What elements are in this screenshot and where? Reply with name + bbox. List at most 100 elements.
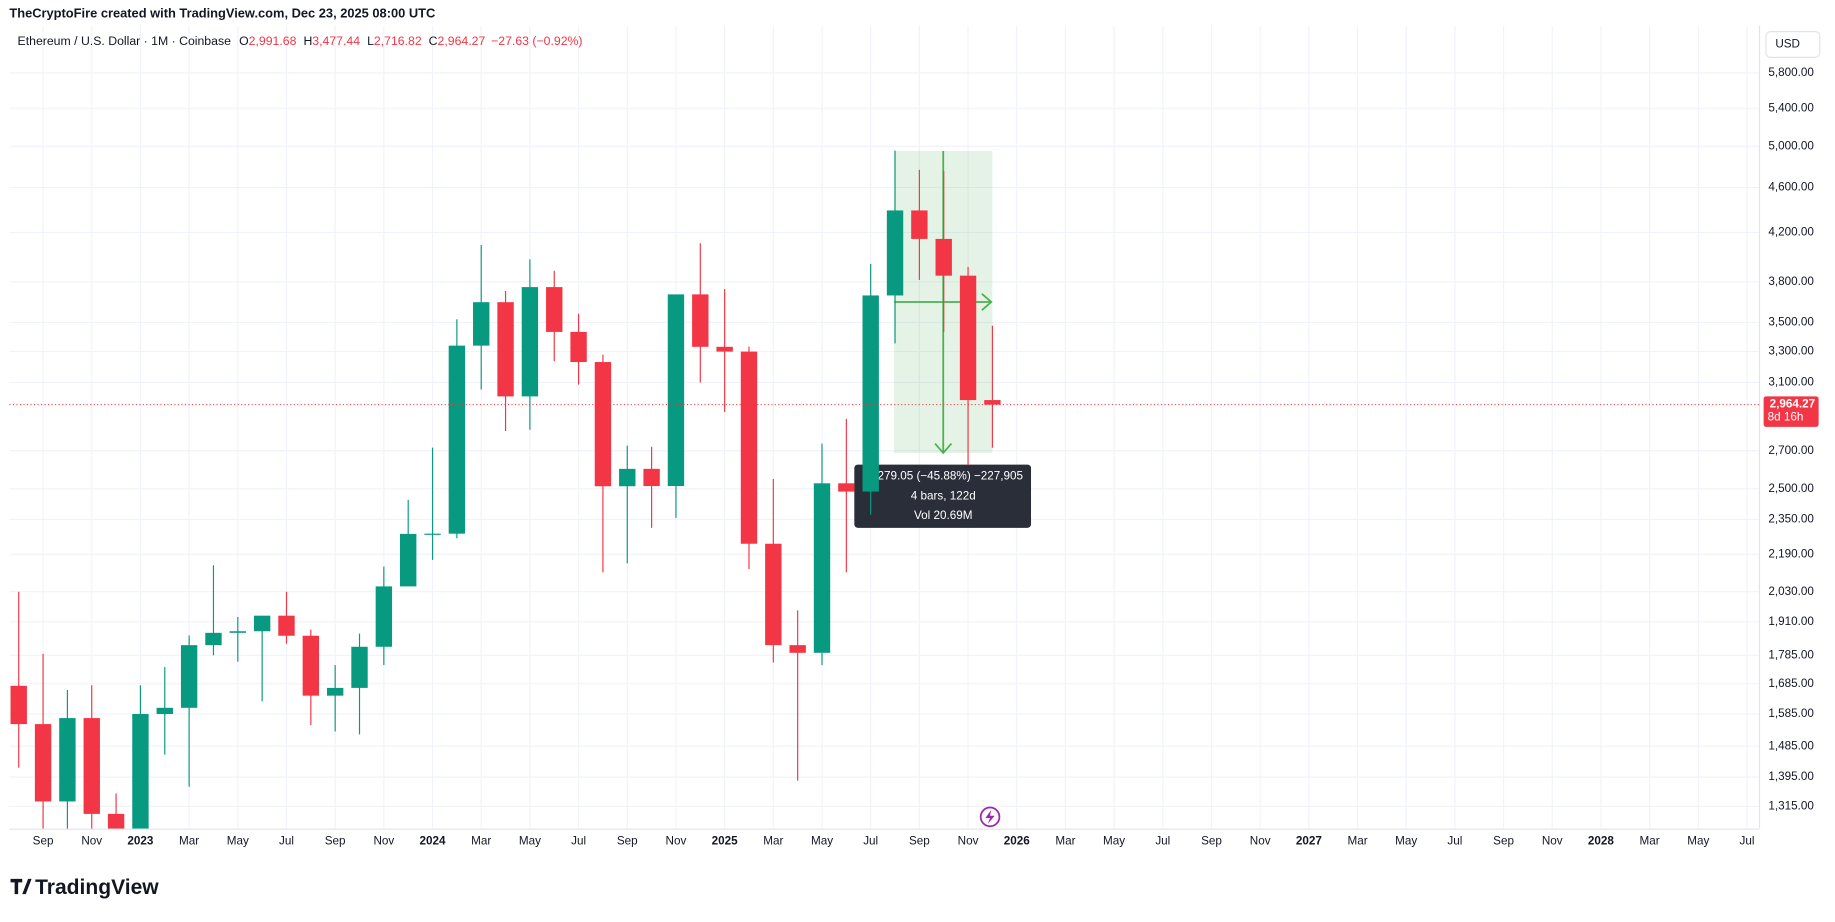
x-tick-label: Sep [617,835,638,848]
candle-body [740,351,758,544]
candle-body [205,632,222,646]
y-tick-label: 1,485.00 [1768,739,1814,752]
y-tick-label: 3,100.00 [1768,376,1814,389]
x-tick-label: Sep [909,835,930,848]
candle-body [546,287,563,332]
y-tick-label: 5,400.00 [1768,101,1814,114]
symbol-legend: Ethereum / U.S. Dollar · 1M · Coinbase O2… [18,34,583,48]
currency-button[interactable] [1765,31,1821,58]
x-tick-label: Mar [1640,835,1660,848]
y-tick-label: 2,350.00 [1768,512,1814,525]
brand: TradingView [35,876,159,899]
candle-body [521,287,539,397]
x-tick-label: Nov [958,835,979,848]
candle-body [10,685,27,725]
x-tick-label: Mar [471,835,491,848]
ohlc-label: L [367,34,374,48]
x-tick-label: Sep [1493,835,1514,848]
candle-body [692,294,709,347]
x-tick-label: May [1103,835,1125,848]
y-tick-label: 1,685.00 [1768,677,1814,690]
candle-body [911,210,928,239]
x-tick-label: May [519,835,541,848]
candle-body [959,275,977,401]
x-tick-label: Nov [81,835,102,848]
x-tick-label: Jul [1447,835,1462,848]
event-bolt [985,809,995,824]
y-tick-label: 5,000.00 [1768,139,1814,152]
candle-body [34,724,52,802]
price-tag-label: 2,964.27 [1770,398,1816,411]
x-tick-label: Jul [863,835,878,848]
y-tick-label: 4,600.00 [1768,181,1814,194]
measure-tooltip: 279.05 (−45.88%) −227,905 4 bars, 122d V… [854,464,1032,528]
ohlc-label: H [303,34,312,48]
candle-body [789,645,806,653]
candle-body [302,635,320,696]
candles [10,150,1001,829]
ohlc-value: 2,716.82 [374,34,422,48]
x-tick-label: 2028 [1588,835,1615,848]
x-tick-label: May [811,835,833,848]
x-tick-label: Nov [373,835,394,848]
y-tick-label: 2,030.00 [1768,585,1814,598]
candle-body [765,543,782,646]
candle-body [862,295,879,492]
x-tick-label: Jul [279,835,294,848]
candle-body [253,615,271,632]
ohlc-label: O [239,34,249,48]
candle-body [935,238,952,276]
candle-body [180,645,198,708]
x-tick-label: Mar [763,835,783,848]
candle-body [424,533,441,535]
y-tick-label: 5,800.00 [1768,66,1814,79]
x-tick-label: Jul [1740,835,1755,848]
y-tick-label: 1,585.00 [1768,707,1814,720]
candle-body [278,615,295,636]
x-tick-label: May [227,835,249,848]
y-tick-label: 2,700.00 [1768,444,1814,457]
ohlc-label: C [429,34,438,48]
x-tick-label: Nov [1542,835,1563,848]
candle-body [667,294,685,487]
candle-body [594,362,612,487]
ohlc-value: 2,964.27 [438,34,486,48]
candle-body [229,631,246,633]
y-tick-label: 1,395.00 [1768,770,1814,783]
candle-body [351,646,368,688]
x-tick-label: Sep [325,835,346,848]
x-tick-label: May [1395,835,1417,848]
change: −27.63 (−0.92%) [491,34,582,48]
price-countdown: 8d 16h [1768,411,1804,424]
tooltip-line: Vol 20.69M [914,509,972,522]
x-tick-label: May [1687,835,1709,848]
arrow-head [934,443,953,455]
x-tick-label: Mar [179,835,199,848]
x-tick-label: Jul [1155,835,1170,848]
candle-body [156,707,173,715]
candle-body [375,586,393,647]
x-tick-label: Sep [33,835,54,848]
candle-body [619,468,636,487]
tooltip-box [854,464,1032,528]
candle-body [570,331,587,363]
candle-body [326,687,344,696]
x-tick-label: Sep [1201,835,1222,848]
candle-body [813,483,831,653]
y-tick-label: 1,785.00 [1768,648,1814,661]
currency-label[interactable]: USD [1775,38,1800,51]
legend-header: Ethereum / U.S. Dollar · 1M · Coinbase O2… [18,34,583,48]
price-tag [1763,396,1819,427]
credit: TheCryptoFire created with TradingView.c… [9,5,435,20]
x-tick-label: Jul [571,835,586,848]
candle-body [838,483,855,492]
x-tick-label: 2026 [1004,835,1031,848]
ohlc-value: 2,991.68 [249,34,297,48]
candle-body [643,468,660,487]
arrow-head [981,293,993,311]
ohlc-value: 3,477.44 [312,34,360,48]
symbol: Ethereum / U.S. Dollar · 1M · Coinbase [18,34,232,48]
tooltip-line: 4 bars, 122d [911,489,976,502]
y-tick-label: 3,300.00 [1768,345,1814,358]
